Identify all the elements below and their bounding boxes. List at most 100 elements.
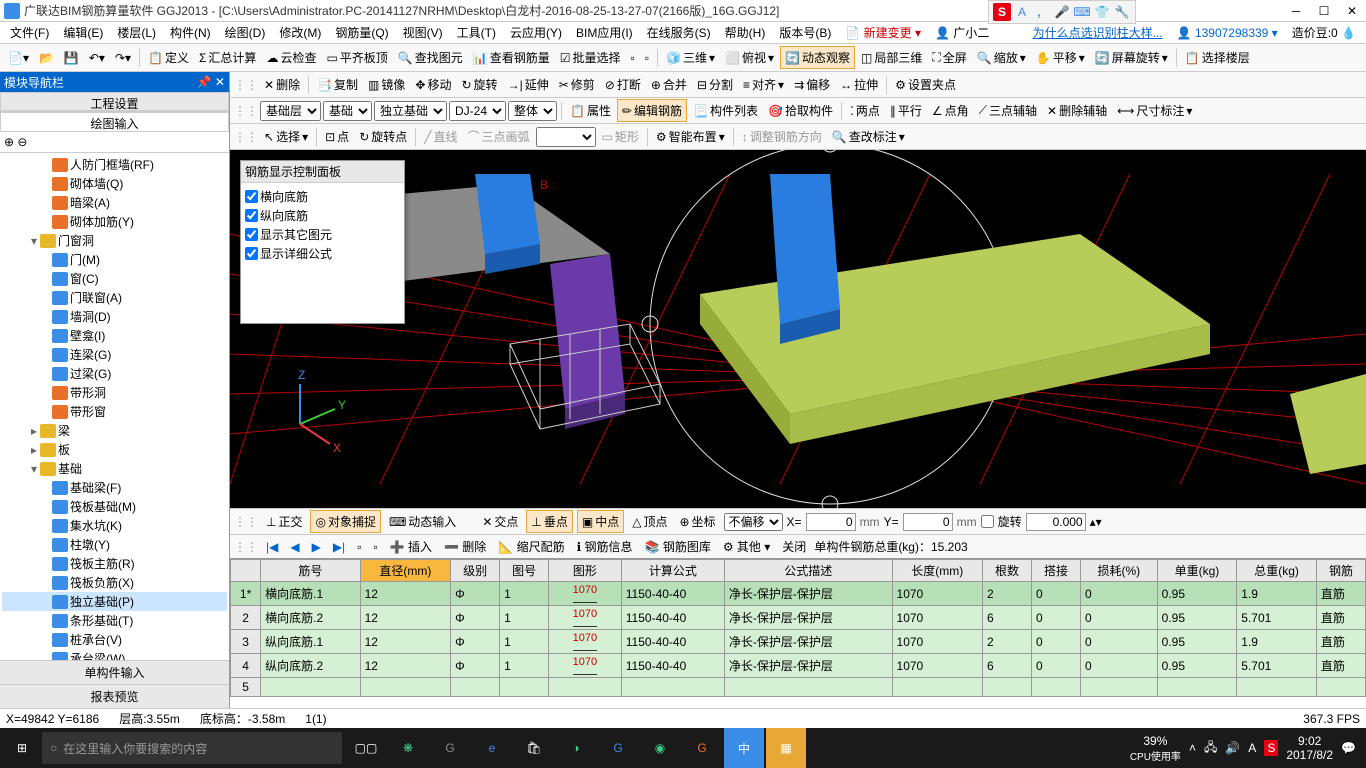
nav-last[interactable]: ▶| xyxy=(329,540,349,554)
tray-net-icon[interactable]: 🖧 xyxy=(1204,738,1217,759)
grid-header[interactable]: 长度(mm) xyxy=(892,560,983,582)
tray-clock[interactable]: 9:022017/8/2 xyxy=(1286,734,1333,763)
cloud-check-button[interactable]: ☁ 云检查 xyxy=(262,47,320,68)
menu-edit[interactable]: 编辑(E) xyxy=(57,22,109,43)
angle-input[interactable] xyxy=(1026,513,1086,531)
rotate-button[interactable]: ↻ 旋转 xyxy=(457,74,501,95)
tab-draw-input[interactable]: 绘图输入 xyxy=(0,112,229,131)
ime-punct-icon[interactable]: ， xyxy=(1033,3,1051,21)
tray-notif-icon[interactable]: 💬 xyxy=(1341,741,1356,755)
menu-draw[interactable]: 绘图(D) xyxy=(219,22,272,43)
tree-node[interactable]: 筏板基础(M) xyxy=(2,497,227,516)
menu-version[interactable]: 版本号(B) xyxy=(773,22,837,43)
new-button[interactable]: 📄▾ xyxy=(4,49,33,67)
tray-up-icon[interactable]: ˄ xyxy=(1189,741,1196,755)
tree-node[interactable]: 带形洞 xyxy=(2,383,227,402)
tree-node[interactable]: 壁龛(I) xyxy=(2,326,227,345)
rotate-checkbox[interactable] xyxy=(981,515,994,528)
point-angle-button[interactable]: ∠ 点角 xyxy=(928,100,973,121)
line-tool[interactable]: ╱ 直线 xyxy=(420,126,461,147)
snap-vertex[interactable]: △ 顶点 xyxy=(628,511,671,532)
tab-report-preview[interactable]: 报表预览 xyxy=(0,684,229,708)
tree-node[interactable]: 桩承台(V) xyxy=(2,630,227,649)
grid-header[interactable] xyxy=(231,560,261,582)
steel-info-button[interactable]: ℹ 钢筋信息 xyxy=(573,536,637,557)
grid-header[interactable]: 公式描述 xyxy=(724,560,892,582)
ime-lang-icon[interactable]: A xyxy=(1013,3,1031,21)
pan-button[interactable]: ✋ 平移 ▾ xyxy=(1032,47,1089,68)
tree-node[interactable]: 独立基础(P) xyxy=(2,592,227,611)
local-3d-button[interactable]: ◫ 局部三维 xyxy=(857,47,926,68)
adjust-steel-dir-button[interactable]: ↕ 调整钢筋方向 xyxy=(738,126,826,147)
component-item-select[interactable]: DJ-24 xyxy=(449,101,506,121)
app-5[interactable]: ◉ xyxy=(640,728,680,768)
tree-node[interactable]: 筏板主筋(R) xyxy=(2,554,227,573)
tree-node[interactable]: 条形基础(T) xyxy=(2,611,227,630)
nav-next[interactable]: ▶ xyxy=(308,540,325,554)
table-row[interactable]: 4纵向底筋.212Φ110701150-40-40净长-保护层-保护层10706… xyxy=(231,654,1366,678)
tree-node[interactable]: 砌体墙(Q) xyxy=(2,174,227,193)
menu-cloud[interactable]: 云应用(Y) xyxy=(504,22,568,43)
component-type-select[interactable]: 独立基础 xyxy=(374,101,447,121)
tab-single-component[interactable]: 单构件输入 xyxy=(0,660,229,684)
menu-tool[interactable]: 工具(T) xyxy=(451,22,502,43)
smart-layout-button[interactable]: ⚙ 智能布置 ▾ xyxy=(652,126,729,147)
define-button[interactable]: 📋 定义 xyxy=(144,47,193,68)
find-element-button[interactable]: 🔍 查找图元 xyxy=(394,47,467,68)
tree-node[interactable]: 墙洞(D) xyxy=(2,307,227,326)
edit-steel-button[interactable]: ✏ 编辑钢筋 xyxy=(617,99,687,122)
grid-header[interactable]: 根数 xyxy=(983,560,1032,582)
save-button[interactable]: 💾 xyxy=(60,49,83,67)
maximize-button[interactable]: ☐ xyxy=(1314,4,1334,18)
copy-button[interactable]: 📑 复制 xyxy=(313,74,362,95)
tree-node[interactable]: 基础梁(F) xyxy=(2,478,227,497)
user-id[interactable]: 👤 13907298339 ▾ xyxy=(1171,24,1284,42)
delete-button[interactable]: ✕ 删除 xyxy=(260,74,304,95)
handle2[interactable]: ⋮⋮ xyxy=(234,104,258,118)
menu-file[interactable]: 文件(F) xyxy=(4,22,55,43)
table-insert-button[interactable]: ➕ 插入 xyxy=(386,536,436,557)
offset-mode-select[interactable]: 不偏移 xyxy=(724,513,783,531)
handle3[interactable]: ⋮⋮ xyxy=(234,130,258,144)
stretch-button[interactable]: ↔ 拉伸 xyxy=(836,74,882,95)
tray-lang-icon[interactable]: A xyxy=(1248,741,1256,755)
snap-cross[interactable]: ✕ 交点 xyxy=(478,511,522,532)
tree-node[interactable]: 过梁(G) xyxy=(2,364,227,383)
menu-floor[interactable]: 楼层(L) xyxy=(111,22,162,43)
taskview-icon[interactable]: ▢▢ xyxy=(346,728,386,768)
snap-mid[interactable]: ▣ 中点 xyxy=(577,510,624,533)
split-button[interactable]: ⊟ 分割 xyxy=(693,74,737,95)
tree-node[interactable]: 集水坑(K) xyxy=(2,516,227,535)
grid-header[interactable]: 图形 xyxy=(549,560,622,582)
mirror-button[interactable]: ▥ 镜像 xyxy=(364,74,409,95)
y-input[interactable] xyxy=(903,513,953,531)
props-button[interactable]: 📋 属性 xyxy=(566,100,615,121)
menu-help[interactable]: 帮助(H) xyxy=(719,22,772,43)
steel-display-checkbox[interactable]: 显示其它图元 xyxy=(245,225,400,244)
steel-datagrid[interactable]: 筋号直径(mm)级别图号图形计算公式公式描述长度(mm)根数搭接损耗(%)单重(… xyxy=(230,558,1366,708)
ime-toolbar[interactable]: S A ， 🎤 ⌨ 👕 🔧 xyxy=(988,0,1136,24)
component-tree[interactable]: 人防门框墙(RF)砌体墙(Q)暗梁(A)砌体加筋(Y)▾门窗洞门(M)窗(C)门… xyxy=(0,153,229,660)
start-button[interactable]: ⊞ xyxy=(2,728,42,768)
tree-node[interactable]: 门(M) xyxy=(2,250,227,269)
offset-button[interactable]: ⇉ 偏移 xyxy=(790,74,834,95)
extend-button[interactable]: →| 延伸 xyxy=(504,74,553,95)
cost-beans[interactable]: 造价豆:0 💧 xyxy=(1286,22,1362,43)
nav-first[interactable]: |◀ xyxy=(262,540,282,554)
taskbar-search[interactable]: ○ 在这里输入你要搜索的内容 xyxy=(42,732,342,764)
undo-button[interactable]: ↶▾ xyxy=(85,49,109,67)
handle4[interactable]: ⋮⋮ xyxy=(234,515,258,529)
ime-tool-icon[interactable]: 🔧 xyxy=(1113,3,1131,21)
menu-view[interactable]: 视图(V) xyxy=(397,22,449,43)
app-2[interactable]: G xyxy=(430,728,470,768)
help-prompt[interactable]: 为什么点选识别柱大样... xyxy=(1027,22,1169,43)
ime-skin-icon[interactable]: 👕 xyxy=(1093,3,1111,21)
new-change-button[interactable]: 📄 新建变更 ▾ xyxy=(839,22,927,43)
ime-keyboard-icon[interactable]: ⌨ xyxy=(1073,3,1091,21)
grid-header[interactable]: 损耗(%) xyxy=(1081,560,1158,582)
tree-node[interactable]: 门联窗(A) xyxy=(2,288,227,307)
flat-top-button[interactable]: ▭ 平齐板顶 xyxy=(322,47,391,68)
menu-steel[interactable]: 钢筋量(Q) xyxy=(329,22,394,43)
top-view-button[interactable]: ⬜ 俯视 ▾ xyxy=(721,47,778,68)
arc3-tool[interactable]: ⌒ 三点画弧 xyxy=(464,126,534,147)
